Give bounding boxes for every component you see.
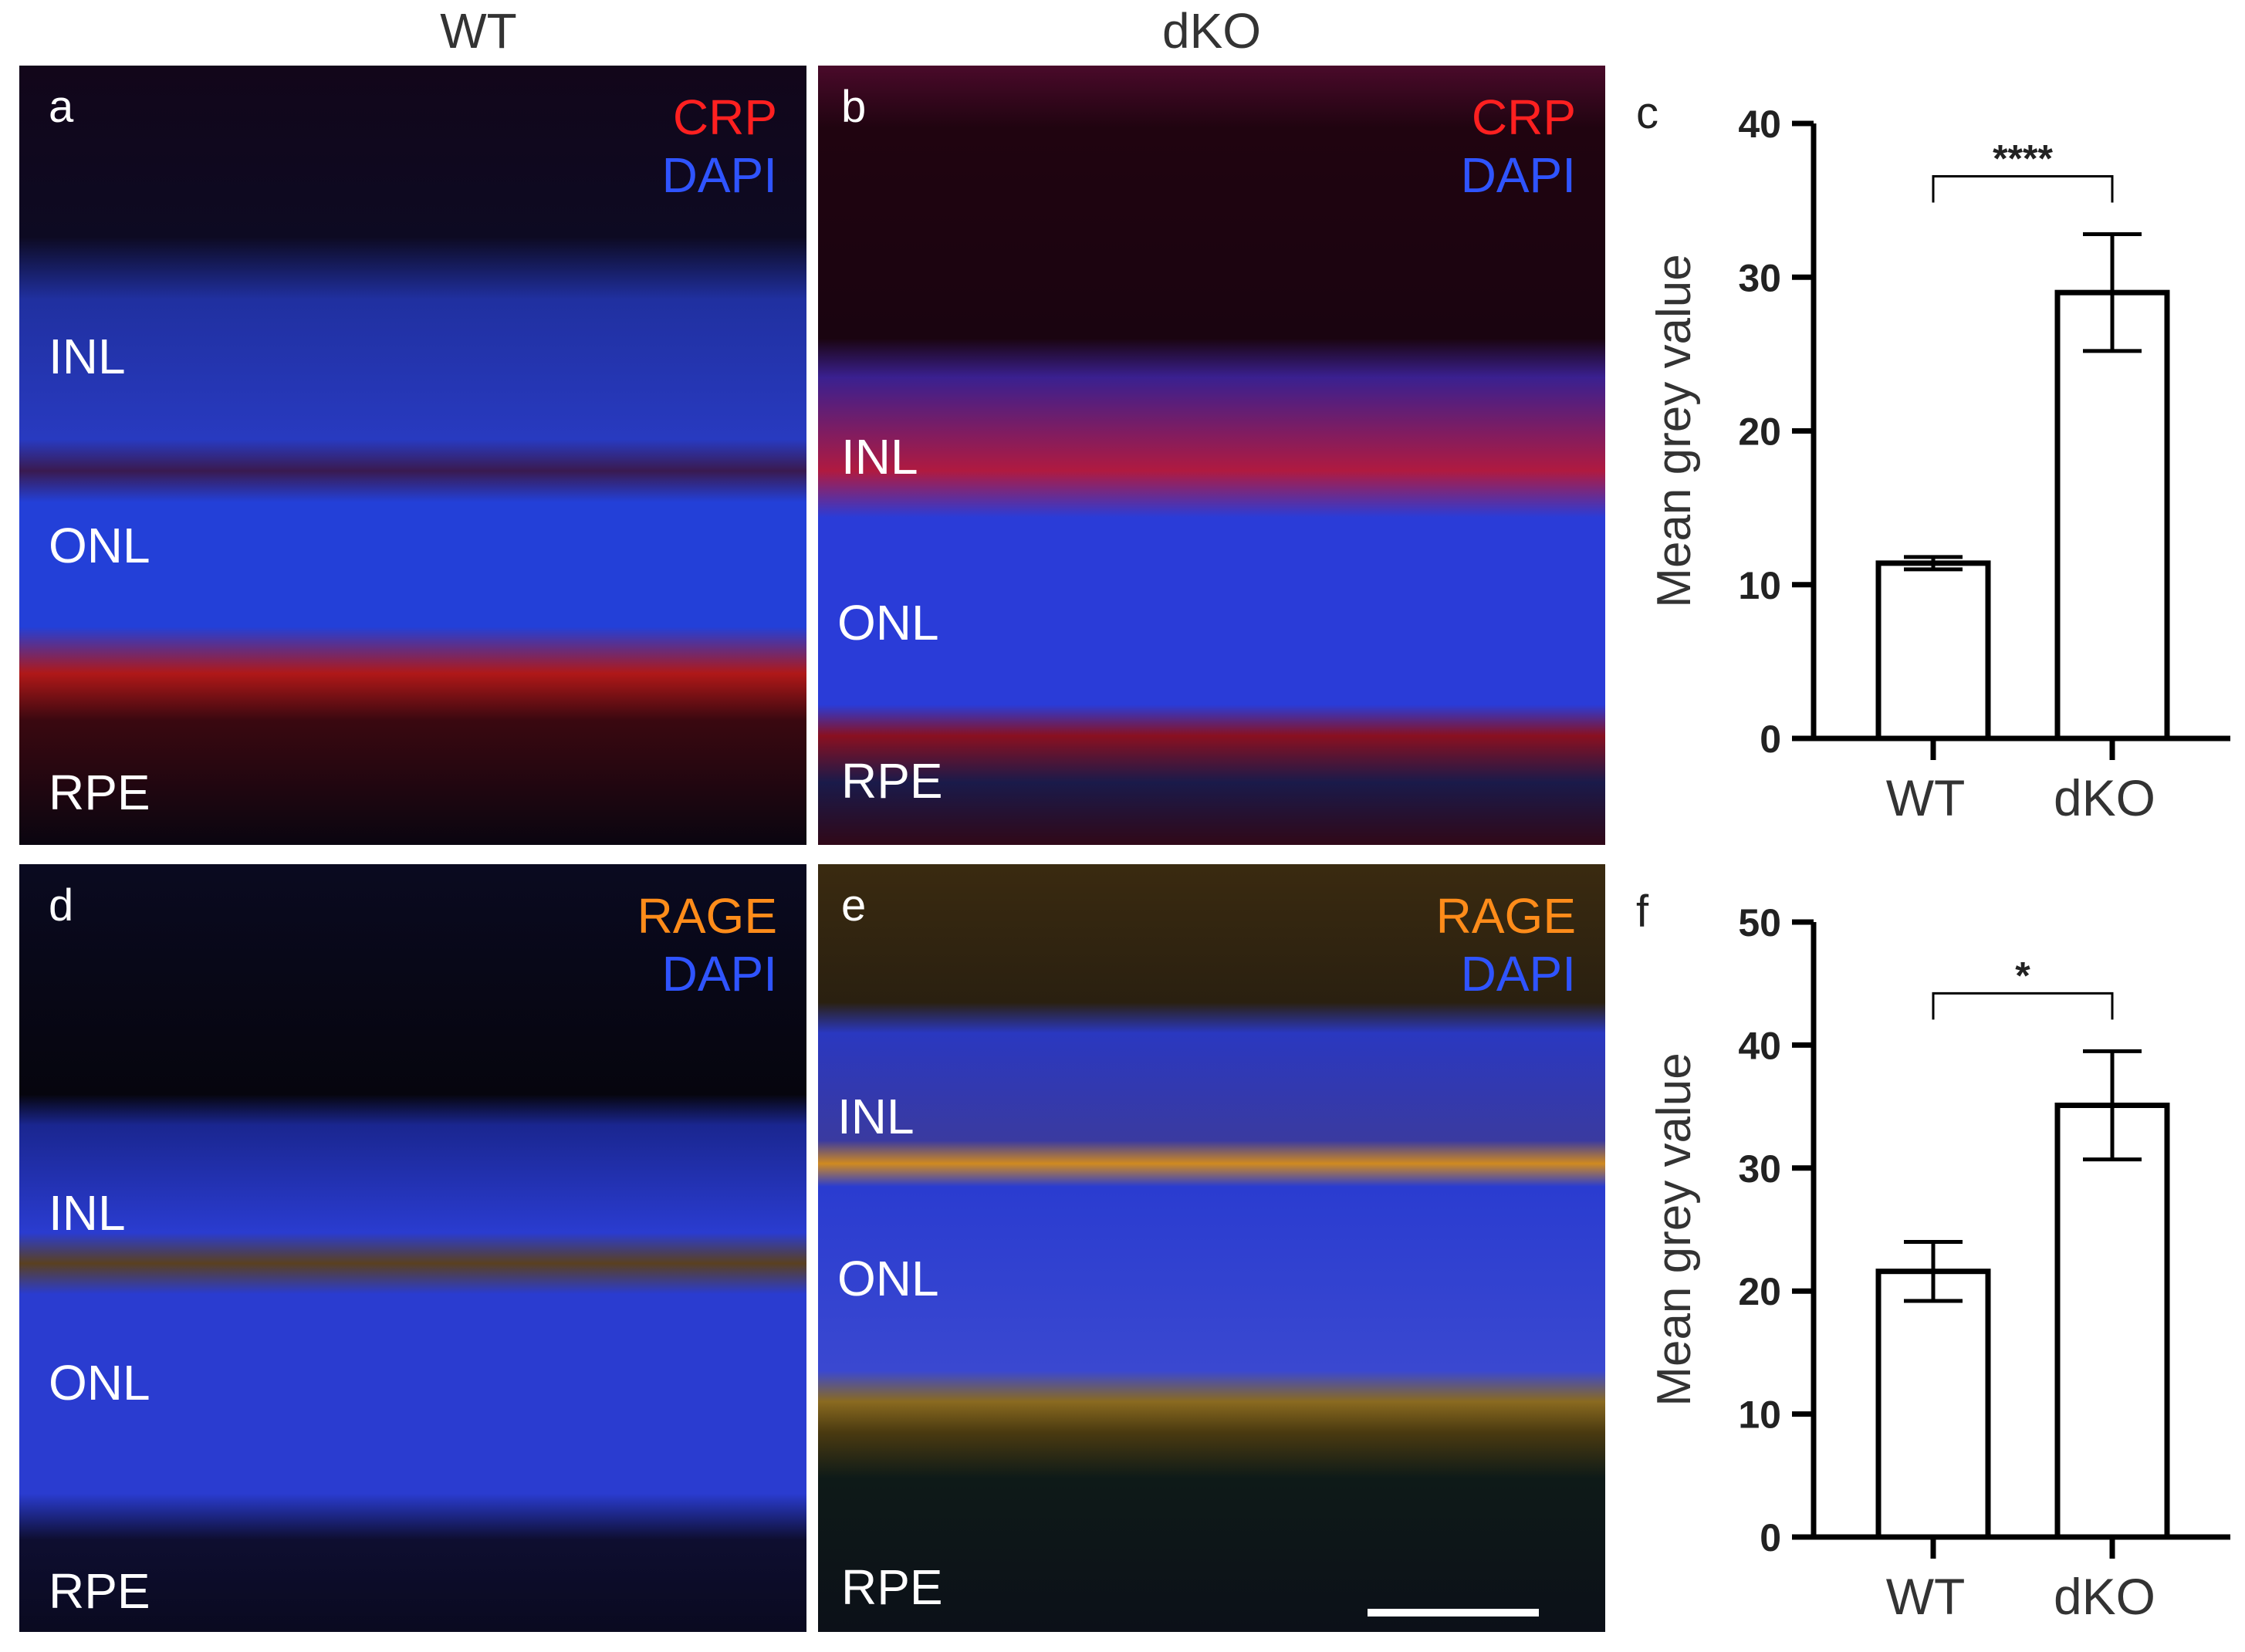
column-header-wt: WT — [440, 3, 517, 59]
micrograph-a — [19, 66, 806, 845]
x-tick-label: WT — [1886, 769, 1966, 826]
chart-c: c 0 10 20 30 40 Mean grey value WT dKO **** — [1621, 66, 2238, 845]
bar-chart-c: 0 10 20 30 40 Mean grey value WT dKO **** — [1648, 103, 2230, 826]
significance-bracket — [1932, 174, 2114, 203]
significance-bracket — [1932, 992, 2114, 1020]
layer-label-rpe: RPE — [841, 753, 943, 809]
stain-label-dapi: DAPI — [1460, 147, 1576, 203]
bar-dko — [2054, 289, 2170, 742]
panel-b-image: b CRP DAPI INL ONL RPE — [818, 66, 1605, 845]
layer-label-rpe: RPE — [841, 1559, 943, 1615]
layer-label-inl: INL — [837, 1089, 915, 1144]
significance-label: * — [2015, 954, 2030, 997]
y-axis-label: Mean grey value — [1648, 254, 1701, 607]
panel-letter-e: e — [841, 880, 867, 931]
layer-label-inl: INL — [49, 1185, 126, 1241]
bar-wt — [1875, 1269, 1991, 1540]
layer-label-inl: INL — [49, 329, 126, 384]
y-axis-label: Mean grey value — [1648, 1052, 1701, 1406]
micrograph-e — [818, 864, 1605, 1632]
x-tick-label: dKO — [2054, 769, 2155, 826]
y-tick-label: 10 — [1738, 1394, 1781, 1437]
y-tick-label: 0 — [1760, 718, 1781, 761]
bar-wt — [1875, 560, 1991, 742]
stain-label-dapi: DAPI — [1460, 946, 1576, 1002]
layer-label-onl: ONL — [837, 1251, 939, 1306]
layer-label-inl: INL — [841, 429, 918, 485]
panel-letter-a: a — [49, 82, 74, 132]
layer-label-onl: ONL — [49, 1355, 150, 1410]
y-tick-label: 20 — [1738, 1270, 1781, 1313]
scale-bar — [1368, 1609, 1539, 1617]
panel-letter-f: f — [1636, 887, 1649, 937]
bar-dko — [2054, 1103, 2170, 1540]
y-tick-label: 50 — [1738, 901, 1781, 944]
y-tick-label: 10 — [1738, 564, 1781, 607]
significance-label: **** — [1993, 137, 2053, 180]
bar-chart-f: 0 10 20 30 40 50 Mean grey value WT dKO * — [1648, 901, 2230, 1625]
panel-letter-b: b — [841, 82, 867, 132]
stain-label-dapi: DAPI — [661, 946, 777, 1002]
y-tick-label: 40 — [1738, 1024, 1781, 1067]
layer-label-onl: ONL — [837, 595, 939, 650]
layer-label-rpe: RPE — [49, 765, 150, 820]
stain-label-crp: CRP — [672, 90, 777, 145]
y-tick-label: 20 — [1738, 410, 1781, 454]
stain-label-dapi: DAPI — [661, 147, 777, 203]
micrograph-d — [19, 864, 806, 1632]
x-tick-label: WT — [1886, 1568, 1966, 1625]
panel-letter-c: c — [1636, 88, 1658, 138]
micrograph-b — [818, 66, 1605, 845]
x-tick-label: dKO — [2054, 1568, 2155, 1625]
stain-label-rage: RAGE — [1435, 888, 1576, 944]
layer-label-rpe: RPE — [49, 1563, 150, 1619]
panel-e-image: e RAGE DAPI INL ONL RPE — [818, 864, 1605, 1632]
y-tick-label: 40 — [1738, 103, 1781, 146]
panel-d-image: d RAGE DAPI INL ONL RPE — [19, 864, 806, 1632]
y-tick-label: 30 — [1738, 1147, 1781, 1191]
chart-f: f 0 10 20 30 40 50 Mean grey value WT dKO * — [1621, 864, 2238, 1644]
column-header-dko: dKO — [1161, 3, 1262, 59]
stain-label-crp: CRP — [1471, 90, 1576, 145]
y-tick-label: 0 — [1760, 1516, 1781, 1559]
stain-label-rage: RAGE — [637, 888, 777, 944]
panel-letter-d: d — [49, 880, 74, 931]
y-tick-label: 30 — [1738, 256, 1781, 299]
layer-label-onl: ONL — [49, 518, 150, 573]
panel-a-image: a CRP DAPI INL ONL RPE — [19, 66, 806, 845]
